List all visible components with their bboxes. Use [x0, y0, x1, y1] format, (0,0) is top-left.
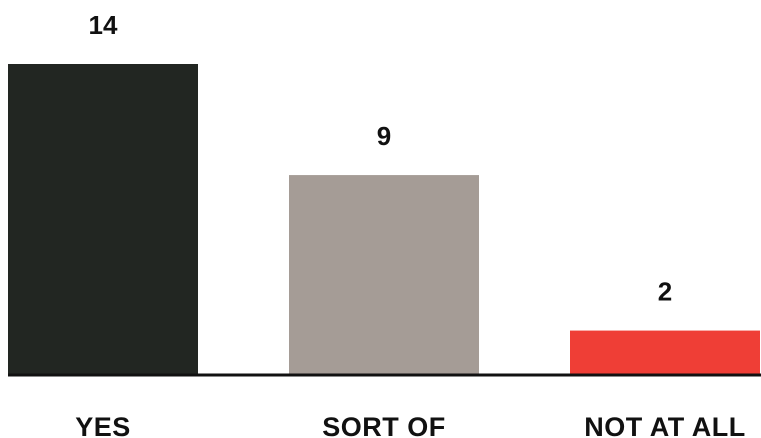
category-label: YES: [75, 412, 131, 438]
category-labels: YES SORT OF NOT AT ALL: [75, 412, 745, 438]
category-label: NOT AT ALL: [584, 412, 745, 438]
value-label: 9: [377, 121, 391, 151]
bar-not-at-all: [570, 330, 760, 375]
category-label: SORT OF: [322, 412, 446, 438]
bar-sort-of: [289, 175, 479, 375]
bar-yes: [8, 64, 198, 375]
value-labels: 14 9 2: [89, 10, 673, 307]
value-label: 14: [89, 10, 118, 40]
value-label: 2: [658, 277, 672, 307]
bars: [8, 64, 760, 375]
